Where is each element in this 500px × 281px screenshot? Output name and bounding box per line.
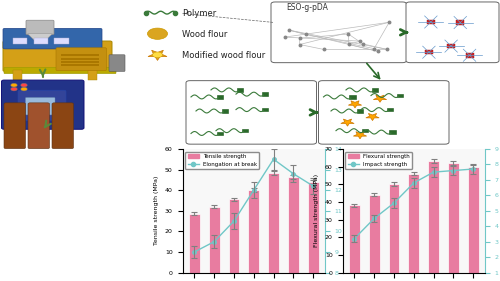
Bar: [456, 20, 464, 25]
Bar: [268, 173, 279, 273]
Y-axis label: Elongation at break (%): Elongation at break (%): [348, 173, 353, 248]
Y-axis label: Tensile strength (MPa): Tensile strength (MPa): [154, 176, 160, 245]
Y-axis label: Flexural strength (MPa): Flexural strength (MPa): [314, 174, 320, 247]
Circle shape: [152, 52, 162, 58]
Bar: [362, 129, 368, 133]
Bar: [12, 70, 22, 80]
Bar: [262, 108, 268, 111]
Bar: [54, 38, 68, 44]
Bar: [61, 61, 98, 63]
Circle shape: [21, 87, 28, 91]
Polygon shape: [348, 101, 362, 108]
Polygon shape: [341, 119, 354, 126]
Bar: [308, 182, 318, 273]
FancyBboxPatch shape: [18, 90, 66, 121]
Bar: [216, 95, 223, 99]
Text: Wood flour: Wood flour: [182, 30, 228, 39]
Bar: [189, 214, 200, 273]
FancyBboxPatch shape: [56, 48, 106, 71]
Bar: [222, 109, 228, 113]
Bar: [288, 177, 298, 273]
Polygon shape: [366, 114, 379, 121]
Bar: [389, 130, 396, 134]
Text: Polymer: Polymer: [182, 9, 217, 18]
FancyBboxPatch shape: [26, 98, 55, 115]
Legend: Tensile strength, Elongation at break: Tensile strength, Elongation at break: [186, 152, 260, 169]
Bar: [447, 44, 455, 48]
Bar: [349, 205, 360, 273]
Bar: [387, 108, 393, 111]
Bar: [349, 95, 356, 99]
FancyBboxPatch shape: [2, 80, 84, 129]
Legend: Flexural strength, Impact strength: Flexural strength, Impact strength: [346, 152, 412, 169]
Bar: [448, 163, 458, 273]
Bar: [397, 94, 403, 98]
FancyBboxPatch shape: [318, 81, 449, 144]
Polygon shape: [374, 95, 386, 102]
Bar: [388, 184, 400, 273]
Bar: [425, 50, 433, 55]
FancyBboxPatch shape: [3, 41, 112, 71]
Polygon shape: [354, 132, 366, 139]
FancyBboxPatch shape: [28, 103, 50, 149]
Bar: [242, 129, 248, 133]
FancyBboxPatch shape: [406, 2, 499, 63]
Circle shape: [21, 83, 28, 87]
Bar: [468, 167, 478, 273]
Bar: [61, 64, 98, 66]
Circle shape: [11, 83, 17, 87]
FancyBboxPatch shape: [186, 81, 316, 144]
Text: Modified wood flour: Modified wood flour: [182, 51, 266, 60]
FancyBboxPatch shape: [3, 28, 102, 49]
FancyBboxPatch shape: [4, 67, 116, 74]
FancyBboxPatch shape: [109, 55, 125, 71]
Bar: [61, 58, 98, 60]
Circle shape: [11, 87, 17, 91]
FancyBboxPatch shape: [4, 103, 26, 149]
Bar: [61, 54, 98, 56]
Bar: [466, 53, 473, 58]
Bar: [216, 132, 223, 135]
Bar: [12, 38, 26, 44]
Bar: [34, 38, 48, 44]
Polygon shape: [28, 34, 52, 41]
FancyBboxPatch shape: [52, 103, 74, 149]
Bar: [369, 195, 380, 273]
FancyBboxPatch shape: [271, 2, 406, 63]
Bar: [209, 207, 220, 273]
Polygon shape: [148, 50, 167, 60]
Bar: [248, 190, 259, 273]
Bar: [357, 109, 363, 113]
Bar: [428, 161, 439, 273]
Bar: [427, 20, 435, 24]
Bar: [262, 92, 268, 96]
FancyBboxPatch shape: [26, 20, 54, 35]
Bar: [237, 88, 243, 92]
Bar: [372, 88, 378, 92]
Circle shape: [148, 28, 168, 39]
Bar: [408, 174, 419, 273]
Bar: [228, 200, 239, 273]
Bar: [88, 70, 96, 80]
Text: ESO-g-pDA: ESO-g-pDA: [286, 3, 328, 12]
